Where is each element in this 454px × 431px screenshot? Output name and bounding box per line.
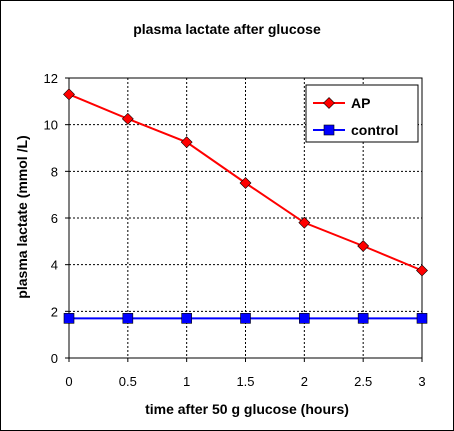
y-tick-label: 12 [44,71,58,86]
legend-marker-ap [323,97,335,109]
series-layer [63,88,428,324]
data-point-ap [357,240,370,252]
data-point-ap [239,177,252,189]
y-axis-label: plasma lactate (mmol /L) [14,135,30,298]
y-tick-labels: 0 2 4 6 8 10 12 [44,71,58,366]
x-axis-label: time after 50 g glucose (hours) [145,401,349,417]
data-point-control [181,313,192,324]
data-point-ap [180,136,193,149]
data-point-ap [298,216,311,229]
axis-ticks [65,77,423,362]
legend-label-control: control [351,122,398,138]
data-point-control [416,313,428,324]
legend: AP control [305,84,419,143]
data-point-ap [121,112,134,125]
y-tick-label: 0 [51,351,58,366]
x-tick-label: 3 [418,374,425,389]
data-point-control [63,313,75,324]
x-tick-label: 2.5 [354,374,372,389]
x-tick-labels: 0 0.5 1 1.5 2 2.5 3 [65,374,425,389]
x-tick-label: 0.5 [119,374,137,389]
data-point-control [240,313,251,324]
x-tick-label: 2 [301,374,308,389]
legend-marker-control [323,124,335,136]
data-point-control [299,313,310,324]
y-tick-label: 2 [51,304,58,319]
x-tick-label: 1.5 [236,374,254,389]
data-point-control [357,313,369,324]
x-tick-label: 1 [183,374,190,389]
y-tick-label: 6 [51,211,58,226]
data-point-ap [416,264,428,277]
data-point-ap [63,88,75,101]
chart-title: plasma lactate after glucose [133,21,321,37]
legend-label-ap: AP [351,95,370,111]
y-tick-label: 10 [44,118,58,133]
data-point-control [122,313,134,324]
y-tick-label: 8 [51,164,58,179]
x-tick-label: 0 [65,374,72,389]
y-tick-label: 4 [51,258,58,273]
